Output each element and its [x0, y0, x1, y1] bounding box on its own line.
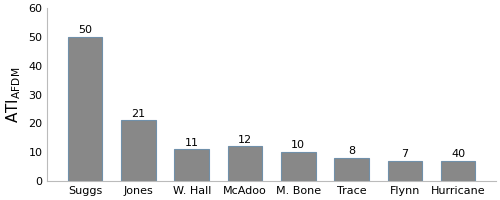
Text: 12: 12 [238, 135, 252, 145]
Text: 10: 10 [292, 140, 306, 150]
Bar [281, 152, 316, 181]
Bar [68, 37, 102, 181]
Bar [121, 120, 156, 181]
Bar [388, 161, 422, 181]
Bar [174, 149, 209, 181]
Text: 50: 50 [78, 25, 92, 35]
Text: 11: 11 [184, 138, 198, 148]
Bar [441, 161, 476, 181]
Y-axis label: ATI$_{\mathregular{AFDM}}$: ATI$_{\mathregular{AFDM}}$ [4, 66, 23, 123]
Text: 21: 21 [132, 109, 145, 119]
Bar [334, 158, 369, 181]
Bar [228, 146, 262, 181]
Text: 40: 40 [451, 149, 465, 159]
Text: 7: 7 [402, 149, 408, 159]
Text: 8: 8 [348, 146, 355, 156]
